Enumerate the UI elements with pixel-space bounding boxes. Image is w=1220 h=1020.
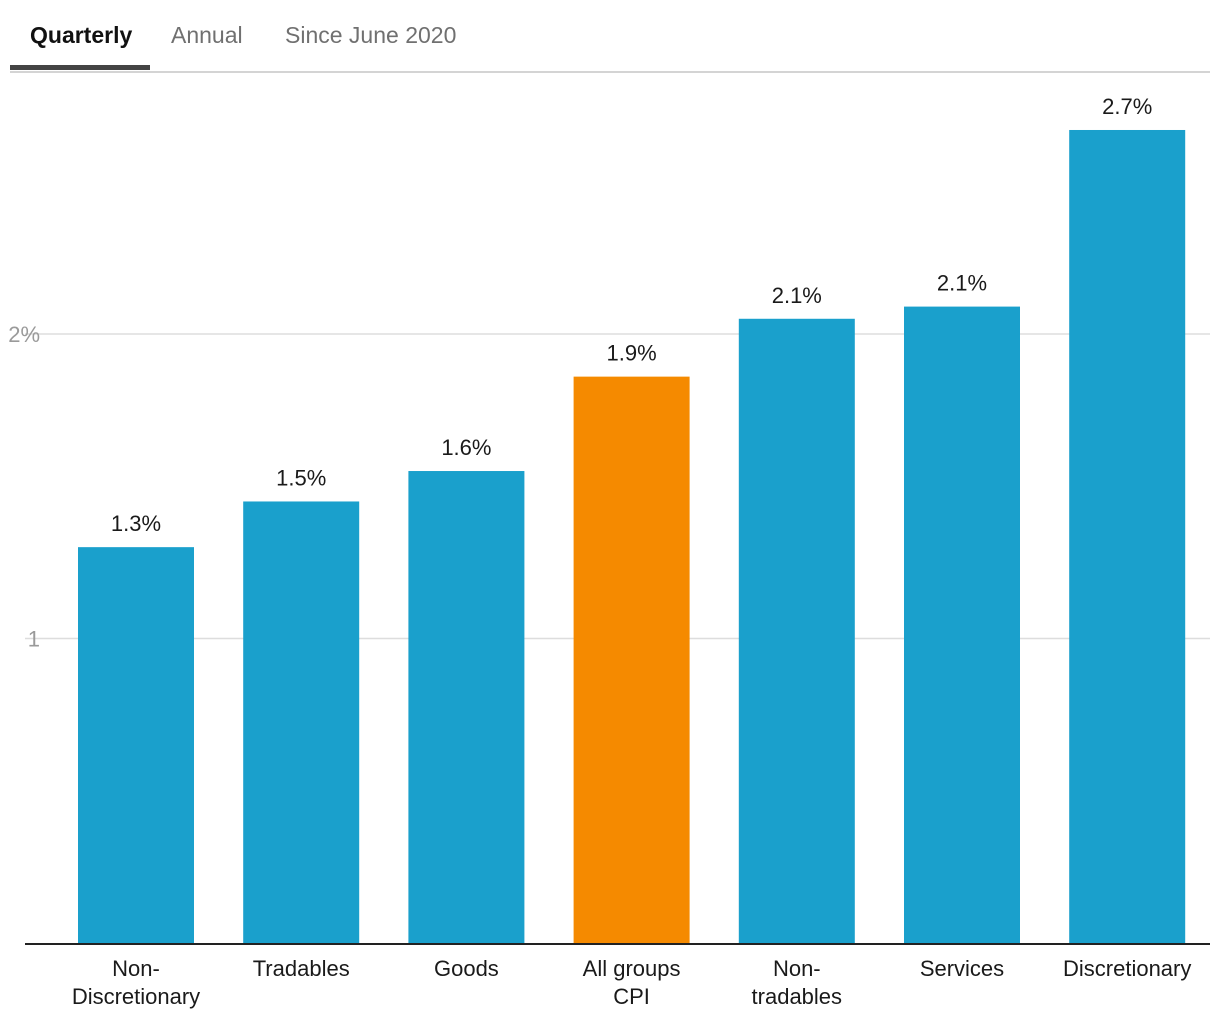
x-tick-label: Services — [920, 956, 1004, 981]
category-labels: Non- Discretionary Tradables Goods All group… — [72, 956, 1192, 1009]
bar — [904, 306, 1020, 944]
x-tick-label: Tradables — [253, 956, 350, 981]
tab-annual[interactable]: Annual — [171, 22, 243, 48]
data-label: 1.5% — [276, 465, 326, 490]
bar — [1069, 129, 1186, 944]
x-tick-label: CPI — [613, 984, 650, 1009]
x-tick-label: Discretionary — [72, 984, 200, 1009]
bar — [573, 376, 690, 943]
data-label: 1.3% — [111, 511, 161, 536]
active-tab-indicator — [10, 65, 150, 70]
x-tick-label: Discretionary — [1063, 956, 1191, 981]
bar — [78, 547, 194, 943]
x-tick-label: Non- — [773, 956, 821, 981]
data-label: 1.6% — [441, 435, 491, 460]
tab-quarterly[interactable]: Quarterly — [30, 22, 133, 48]
value-labels: 1.3% 1.5% 1.6% 1.9% 2.1% 2.1% 2.7% — [111, 94, 1152, 536]
y-tick-label: 2% — [8, 322, 40, 347]
x-tick-label: All groups — [583, 956, 681, 981]
bars — [78, 129, 1186, 944]
data-label: 2.1% — [772, 283, 822, 308]
bar — [408, 471, 525, 943]
data-label: 1.9% — [607, 341, 657, 366]
tab-bar: Quarterly Annual Since June 2020 — [10, 0, 1210, 73]
data-label: 2.1% — [937, 271, 987, 296]
y-tick-label: 1 — [28, 627, 40, 652]
bar — [738, 318, 855, 943]
bar — [243, 501, 360, 943]
x-tick-label: Non- — [112, 956, 160, 981]
tab-since-june-2020[interactable]: Since June 2020 — [285, 22, 457, 48]
x-tick-label: tradables — [752, 984, 843, 1009]
data-label: 2.7% — [1102, 94, 1152, 119]
x-tick-label: Goods — [434, 956, 499, 981]
